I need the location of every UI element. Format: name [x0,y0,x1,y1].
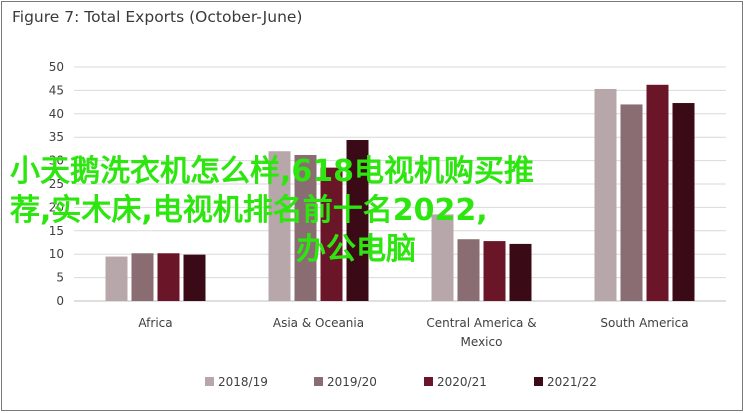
bar [268,151,291,301]
bar [157,253,180,301]
legend-swatch [424,377,433,386]
bar [346,140,369,301]
bar [320,167,343,301]
legend-label: 2019/20 [327,375,377,389]
x-category-label: Central America & [426,316,536,330]
y-tick-label: 30 [49,154,64,168]
bar [672,103,695,301]
y-tick-label: 15 [49,224,64,238]
bar [294,154,317,301]
x-category-label: Asia & Oceania [273,316,364,330]
legend-swatch [314,377,323,386]
y-tick-label: 0 [56,294,64,308]
bar [620,104,643,301]
overlay-text-line-1: 小天鹅洗衣机怎么样,618电视机购买推 [10,154,535,189]
legend-swatch [534,377,543,386]
legend-label: 2020/21 [437,375,487,389]
y-tick-label: 45 [49,83,64,97]
chart-title: Figure 7: Total Exports (October-June) [12,8,303,26]
bar [105,256,128,301]
x-category-label: South America [600,316,688,330]
bar [431,214,454,301]
bar [646,84,669,301]
y-tick-label: 35 [49,130,64,144]
y-tick-label: 5 [56,271,64,285]
x-category-label: Africa [138,316,172,330]
overlay-text-line-2: 荐,实木床,电视机排名前十名2022, [10,193,488,228]
bar [131,253,154,301]
legend-label: 2018/19 [218,375,268,389]
y-tick-label: 20 [49,200,64,214]
bar [457,239,480,301]
x-category-label: Mexico [461,335,503,349]
y-tick-label: 40 [49,107,64,121]
bar [509,243,532,301]
y-tick-label: 50 [49,60,64,74]
bar [594,88,617,301]
bar [483,241,506,301]
y-tick-label: 25 [49,177,64,191]
legend-swatch [205,377,214,386]
y-tick-label: 10 [49,247,64,261]
bar [183,254,206,301]
overlay-text-line-3: 办公电脑 [296,232,416,267]
legend-label: 2021/22 [547,375,597,389]
